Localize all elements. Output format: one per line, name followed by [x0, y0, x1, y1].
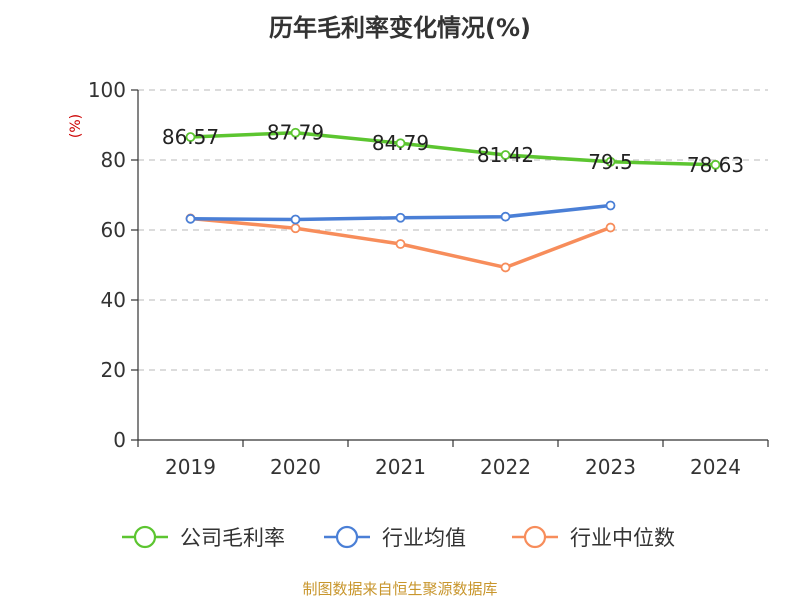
x-tick-label: 2021: [375, 455, 426, 479]
y-tick-label: 100: [88, 78, 126, 102]
series-line: [190, 130, 716, 167]
series-0: [185, 127, 721, 170]
axes: [137, 90, 768, 441]
data-label: 87.79: [267, 121, 324, 145]
legend-marker: [335, 525, 359, 549]
x-axis-ticks: 2019 2020 2021 2022 2023 2024: [137, 440, 769, 479]
data-point: [605, 200, 616, 211]
legend-label: 公司毛利率: [180, 526, 285, 550]
y-axis-ticks: 0 20 40 60 80 100: [88, 78, 138, 452]
series-group: [185, 127, 721, 273]
chart-title: 历年毛利率变化情况(%): [269, 14, 531, 42]
data-point: [290, 214, 301, 225]
data-point: [290, 223, 301, 234]
y-axis-label: (%): [68, 114, 84, 138]
y-tick-label: 0: [113, 428, 126, 452]
data-point: [500, 262, 511, 273]
data-label: 81.42: [477, 143, 534, 167]
legend-item-1[interactable]: 行业均值: [324, 525, 466, 550]
legend-item-2[interactable]: 行业中位数: [512, 525, 675, 550]
series-2: [185, 213, 616, 273]
x-tick-label: 2020: [270, 455, 321, 479]
legend-label: 行业中位数: [570, 526, 675, 550]
data-point: [605, 222, 616, 233]
data-point: [605, 156, 616, 167]
y-tick-label: 60: [101, 218, 126, 242]
data-point: [710, 159, 721, 170]
y-tick-label: 20: [101, 358, 126, 382]
data-label: 84.79: [372, 131, 429, 155]
data-point: [395, 138, 406, 149]
data-point: [500, 150, 511, 160]
legend-marker: [133, 525, 157, 549]
data-point: [290, 127, 301, 138]
data-point: [395, 239, 406, 249]
data-label: 86.57: [162, 125, 219, 149]
grid-lines: [138, 89, 768, 371]
x-tick-label: 2023: [585, 455, 636, 479]
data-label: 78.63: [687, 153, 744, 177]
series-1: [185, 200, 616, 225]
x-tick-label: 2019: [165, 455, 216, 479]
legend[interactable]: 公司毛利率 行业均值 行业中位数: [122, 525, 675, 550]
source-note: 制图数据来自恒生聚源数据库: [302, 580, 498, 598]
y-tick-label: 40: [101, 288, 126, 312]
data-point: [500, 211, 511, 222]
y-tick-label: 80: [101, 148, 126, 172]
x-tick-label: 2024: [690, 455, 741, 479]
legend-label: 行业均值: [382, 526, 466, 550]
legend-item-0[interactable]: 公司毛利率: [122, 525, 285, 550]
legend-marker: [523, 525, 547, 549]
data-point: [185, 132, 196, 142]
data-point: [395, 212, 406, 223]
data-point: [185, 213, 196, 224]
x-tick-label: 2022: [480, 455, 531, 479]
data-labels: 86.57 87.79 84.79 81.42 79.5 78.63: [162, 121, 744, 177]
data-label: 79.5: [588, 150, 633, 174]
